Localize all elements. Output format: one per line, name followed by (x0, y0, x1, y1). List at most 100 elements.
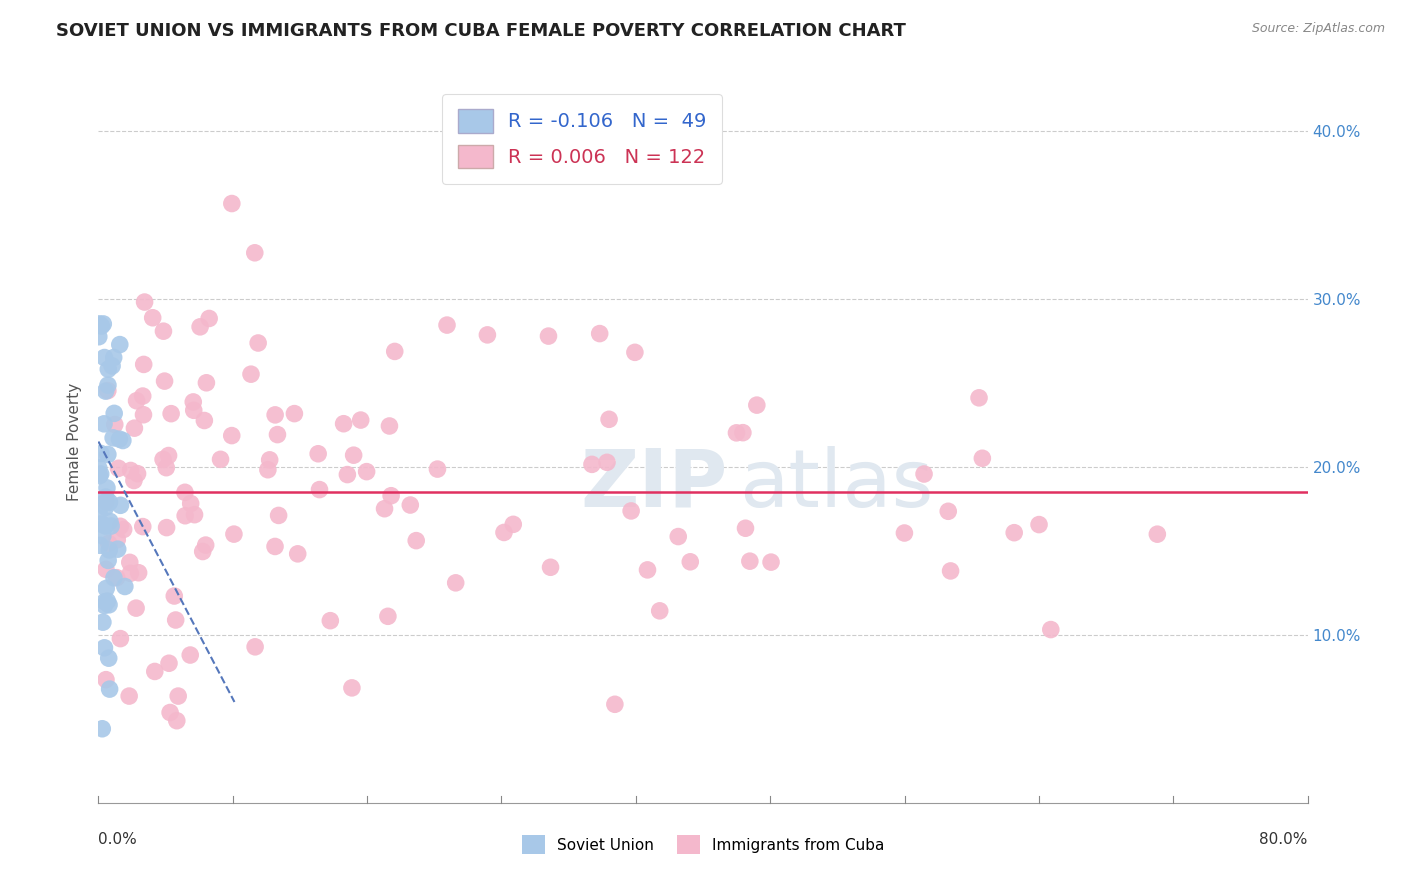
Point (589, 326, 612, 341)
Point (283, 407, 305, 421)
Point (120, 566, 142, 581)
Text: Source: ZipAtlas.com: Source: ZipAtlas.com (1251, 22, 1385, 36)
Point (96, 582, 118, 596)
Point (103, 571, 125, 585)
Point (114, 580, 136, 594)
Point (1028, 517, 1050, 532)
Point (93, 351, 115, 365)
Point (264, 408, 287, 422)
Point (188, 319, 211, 334)
Point (89, 317, 111, 331)
Point (243, 640, 266, 654)
Point (155, 460, 177, 475)
Point (1039, 623, 1062, 637)
Point (198, 311, 221, 326)
Point (174, 508, 197, 523)
Point (118, 555, 141, 569)
Point (167, 689, 190, 703)
Point (97, 651, 120, 665)
Point (107, 542, 129, 557)
Point (257, 463, 280, 477)
Point (89, 538, 111, 552)
Point (101, 431, 124, 445)
Point (174, 485, 197, 500)
Point (87, 505, 110, 519)
Point (94, 500, 117, 515)
Point (94, 562, 117, 576)
Point (90, 516, 112, 531)
Point (132, 519, 155, 533)
Point (104, 417, 127, 432)
Point (110, 499, 132, 513)
Point (307, 447, 329, 461)
Point (87, 329, 110, 343)
Point (110, 632, 132, 646)
Point (89, 468, 111, 483)
Point (110, 519, 132, 533)
Point (377, 609, 399, 624)
Point (759, 555, 782, 569)
Point (319, 614, 342, 628)
Point (243, 245, 266, 260)
Point (637, 563, 659, 577)
Point (179, 648, 201, 662)
Point (967, 391, 990, 405)
Point (160, 407, 183, 421)
Point (132, 408, 155, 422)
Point (492, 525, 515, 540)
Point (624, 345, 647, 359)
Point (738, 554, 761, 568)
Point (152, 452, 174, 467)
Point (90, 467, 112, 481)
Point (939, 564, 962, 578)
Point (111, 434, 134, 448)
Text: 0.0%: 0.0% (98, 831, 138, 847)
Point (127, 467, 149, 481)
Point (195, 376, 218, 390)
Point (240, 367, 263, 381)
Text: atlas: atlas (740, 446, 934, 524)
Point (120, 463, 142, 477)
Point (100, 519, 122, 533)
Point (98, 515, 121, 529)
Point (343, 448, 366, 462)
Point (266, 427, 288, 442)
Point (97, 384, 120, 398)
Point (152, 324, 174, 338)
Point (191, 544, 214, 558)
Point (93, 640, 115, 655)
Point (477, 327, 499, 342)
Point (94, 490, 117, 504)
Point (157, 657, 180, 671)
Point (166, 714, 188, 728)
Point (221, 428, 243, 442)
Point (340, 681, 363, 695)
Point (405, 533, 427, 548)
Point (96, 594, 118, 608)
Point (1002, 525, 1025, 540)
Point (107, 461, 129, 475)
Point (108, 337, 131, 351)
Point (124, 421, 146, 435)
Point (96, 481, 118, 495)
Point (336, 467, 359, 482)
Point (93, 599, 115, 613)
Point (90, 446, 112, 460)
Point (502, 517, 524, 532)
Point (1146, 527, 1168, 541)
Point (97, 553, 120, 567)
Point (537, 329, 560, 343)
Point (94, 673, 117, 687)
Point (194, 538, 217, 552)
Point (132, 358, 155, 372)
Point (972, 451, 994, 466)
Point (165, 613, 187, 627)
Point (183, 403, 205, 417)
Point (94, 595, 117, 609)
Point (98, 598, 121, 612)
Point (122, 474, 145, 488)
Point (598, 412, 620, 426)
Point (936, 504, 959, 518)
Point (267, 508, 290, 523)
Point (159, 706, 181, 720)
